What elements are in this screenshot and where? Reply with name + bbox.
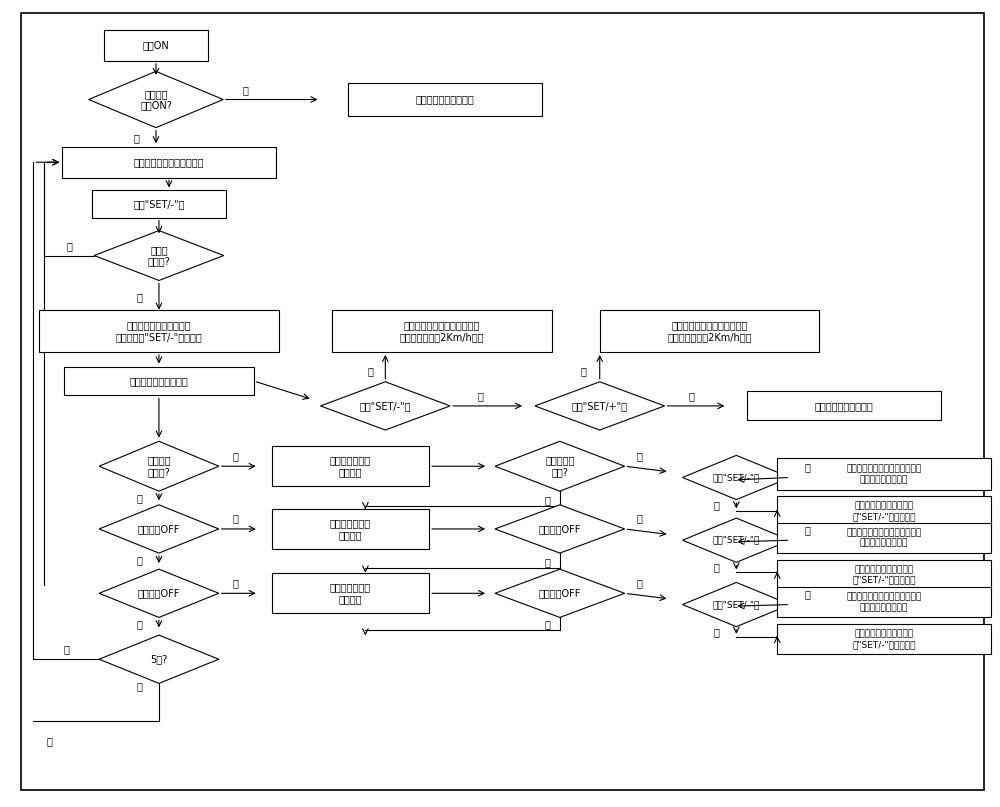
- Text: 否: 否: [545, 620, 551, 629]
- Text: 巡航控制，巡航车速为按
下"SET/-"键时的车速: 巡航控制，巡航车速为按 下"SET/-"键时的车速: [852, 629, 916, 649]
- Polygon shape: [94, 231, 224, 281]
- Bar: [600, 310, 819, 352]
- Polygon shape: [535, 382, 665, 430]
- Text: 巡航指示灯常亮
退出巡航: 巡航指示灯常亮 退出巡航: [330, 518, 371, 540]
- Text: 否: 否: [233, 513, 239, 524]
- Text: 巡航开关
请求ON?: 巡航开关 请求ON?: [140, 89, 172, 111]
- Text: 巡航指示灯常亮
退出巡航: 巡航指示灯常亮 退出巡航: [330, 455, 371, 477]
- Polygon shape: [99, 635, 219, 684]
- Text: 巡航条
件满足?: 巡航条 件满足?: [148, 245, 170, 266]
- Bar: [39, 310, 279, 352]
- Text: 按下"SET/+"键: 按下"SET/+"键: [572, 401, 628, 411]
- Text: 巡航控制，巡航车速恢复到踩油
门踏板时的巡航车速: 巡航控制，巡航车速恢复到踩油 门踏板时的巡航车速: [846, 465, 922, 484]
- Text: 是: 是: [136, 620, 142, 629]
- Text: 否: 否: [243, 85, 249, 95]
- Text: 循环退出，指示灯熄灭: 循环退出，指示灯熄灭: [416, 94, 475, 104]
- Polygon shape: [99, 441, 219, 491]
- Text: 巡航控制，巡航车速加速，巡
航以一定的频率2Km/h增速: 巡航控制，巡航车速加速，巡 航以一定的频率2Km/h增速: [667, 320, 752, 342]
- Text: 巡航控制车速保持不变: 巡航控制车速保持不变: [815, 401, 873, 411]
- Text: 巡航控制，巡航车速为按
下"SET/-"键时的车速: 巡航控制，巡航车速为按 下"SET/-"键时的车速: [852, 502, 916, 521]
- Text: 否: 否: [689, 391, 694, 401]
- Text: 否: 否: [477, 391, 483, 401]
- Text: 巡航指示灯闪烁，巡航准备: 巡航指示灯闪烁，巡航准备: [134, 157, 204, 167]
- Text: 是: 是: [136, 555, 142, 566]
- Text: 巡航控制，指示灯常亮: 巡航控制，指示灯常亮: [130, 376, 188, 386]
- Text: 否: 否: [545, 495, 551, 505]
- Polygon shape: [682, 518, 790, 562]
- Text: 是: 是: [713, 562, 719, 572]
- Bar: [777, 624, 991, 654]
- Bar: [777, 496, 991, 526]
- Text: 首次进入巡航控制，巡航
车速为按下"SET/-"时的车速: 首次进入巡航控制，巡航 车速为按下"SET/-"时的车速: [116, 320, 202, 342]
- Text: 是: 是: [637, 451, 643, 461]
- Polygon shape: [99, 569, 219, 617]
- Text: 是: 是: [367, 366, 373, 376]
- Text: 巡航控制，巡航车速为按
下"SET/-"键时的车速: 巡航控制，巡航车速为按 下"SET/-"键时的车速: [852, 565, 916, 584]
- Text: 刹车开关OFF: 刹车开关OFF: [138, 524, 180, 534]
- Bar: [64, 366, 254, 395]
- Polygon shape: [495, 505, 625, 553]
- Bar: [272, 509, 429, 549]
- Text: 油门踏板无
请求?: 油门踏板无 请求?: [545, 455, 575, 477]
- Text: 巡航控制，巡航车速恢复到踩刹
车踏板时的巡航车速: 巡航控制，巡航车速恢复到踩刹 车踏板时的巡航车速: [846, 528, 922, 547]
- Text: 5档?: 5档?: [150, 654, 168, 664]
- Text: 按下"SET/-"键: 按下"SET/-"键: [713, 600, 760, 609]
- Polygon shape: [682, 583, 790, 627]
- Bar: [62, 147, 276, 178]
- Text: 否: 否: [233, 578, 239, 587]
- Text: 按下"SET/-"键: 按下"SET/-"键: [713, 473, 760, 482]
- Text: 是: 是: [637, 578, 643, 587]
- Text: 否: 否: [233, 451, 239, 461]
- Text: 离合开关OFF: 离合开关OFF: [138, 588, 180, 598]
- Text: 是: 是: [713, 627, 719, 637]
- Polygon shape: [682, 455, 790, 500]
- Text: 按下"SET/-"键: 按下"SET/-"键: [713, 536, 760, 545]
- Bar: [104, 31, 208, 61]
- Bar: [777, 522, 991, 553]
- Text: 是: 是: [136, 493, 142, 504]
- Polygon shape: [495, 441, 625, 491]
- Text: 否: 否: [804, 462, 810, 472]
- Bar: [332, 310, 552, 352]
- Bar: [92, 190, 226, 218]
- Text: 否: 否: [46, 736, 52, 746]
- Text: 巡航控制，巡航车速减速，巡
航以一定的频率2Km/h减速: 巡航控制，巡航车速减速，巡 航以一定的频率2Km/h减速: [400, 320, 484, 342]
- Text: 否: 否: [66, 240, 72, 251]
- Text: 是: 是: [133, 133, 139, 143]
- Text: 是: 是: [63, 645, 69, 654]
- Text: 是: 是: [581, 366, 587, 376]
- Polygon shape: [89, 71, 223, 128]
- Text: 否: 否: [804, 589, 810, 599]
- Text: 按下"SET/-"键: 按下"SET/-"键: [360, 401, 411, 411]
- Text: 油门踏板
无请求?: 油门踏板 无请求?: [147, 455, 171, 477]
- Bar: [348, 82, 542, 116]
- Bar: [747, 391, 941, 420]
- Polygon shape: [320, 382, 450, 430]
- Bar: [777, 587, 991, 617]
- Text: 巡航控制，巡航车速恢复到踩刹
车踏板时的巡航车速: 巡航控制，巡航车速恢复到踩刹 车踏板时的巡航车速: [846, 592, 922, 612]
- Text: 是: 是: [713, 500, 719, 511]
- Bar: [272, 573, 429, 613]
- Text: 否: 否: [804, 525, 810, 535]
- Text: 刹车开关OFF: 刹车开关OFF: [539, 524, 581, 534]
- Polygon shape: [99, 505, 219, 553]
- Bar: [272, 446, 429, 487]
- Text: 是: 是: [136, 292, 142, 303]
- Text: 按下"SET/-"键: 按下"SET/-"键: [133, 199, 185, 209]
- Polygon shape: [495, 569, 625, 617]
- Text: 巡航指示灯常亮
退出巡航: 巡航指示灯常亮 退出巡航: [330, 583, 371, 604]
- Bar: [777, 559, 991, 590]
- Text: 刹车开关OFF: 刹车开关OFF: [539, 588, 581, 598]
- Text: 点火ON: 点火ON: [143, 40, 169, 51]
- Bar: [777, 458, 991, 491]
- Text: 否: 否: [136, 682, 142, 692]
- Text: 否: 否: [545, 557, 551, 567]
- Text: 是: 是: [637, 513, 643, 524]
